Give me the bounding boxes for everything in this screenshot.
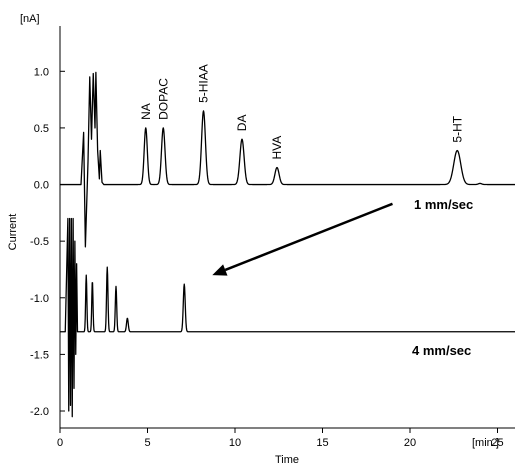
peak-labels: NA DOPAC 5-HIAA DA HVA 5-HT	[139, 64, 464, 160]
y-tick-label: -1.0	[30, 293, 49, 305]
annotations	[212, 202, 393, 276]
x-unit-label: [min.]	[472, 437, 499, 449]
x-ticks: 0 5 10 15 20 25	[57, 428, 504, 449]
series-line-fast	[59, 217, 516, 418]
arrow-shaft	[224, 202, 393, 272]
x-axis-title: Time	[275, 454, 299, 466]
y-tick-label: 0.0	[34, 180, 49, 192]
peak-label: DOPAC	[156, 78, 170, 120]
series-labels: 1 mm/sec 4 mm/sec	[412, 197, 473, 358]
series-line-slow	[59, 71, 516, 248]
y-tick-label: -2.0	[30, 406, 49, 418]
x-tick-label: 0	[57, 437, 63, 449]
x-tick-label: 20	[404, 437, 416, 449]
series-label: 4 mm/sec	[412, 343, 471, 358]
y-axis-title: Current	[7, 214, 19, 251]
x-tick-label: 25	[491, 437, 503, 449]
peak-label: 5-HIAA	[197, 64, 211, 103]
series-label: 1 mm/sec	[414, 197, 473, 212]
y-tick-label: -0.5	[30, 236, 49, 248]
x-tick-label: 15	[316, 437, 328, 449]
x-tick-label: 10	[229, 437, 241, 449]
y-tick-label: 0.5	[34, 123, 49, 135]
plot-frame	[59, 26, 515, 429]
traces	[59, 71, 516, 418]
x-tick-label: 5	[144, 437, 150, 449]
peak-label: HVA	[270, 136, 284, 160]
y-ticks: 1.0 0.5 0.0 -0.5 -1.0 -1.5 -2.0	[30, 66, 65, 418]
peak-label: DA	[235, 115, 249, 132]
y-tick-label: 1.0	[34, 66, 49, 78]
peak-label: 5-HT	[450, 115, 464, 142]
arrow-head	[212, 264, 228, 276]
peak-label: NA	[139, 103, 153, 120]
y-unit-label: [nA]	[20, 13, 40, 25]
y-tick-label: -1.5	[30, 349, 49, 361]
